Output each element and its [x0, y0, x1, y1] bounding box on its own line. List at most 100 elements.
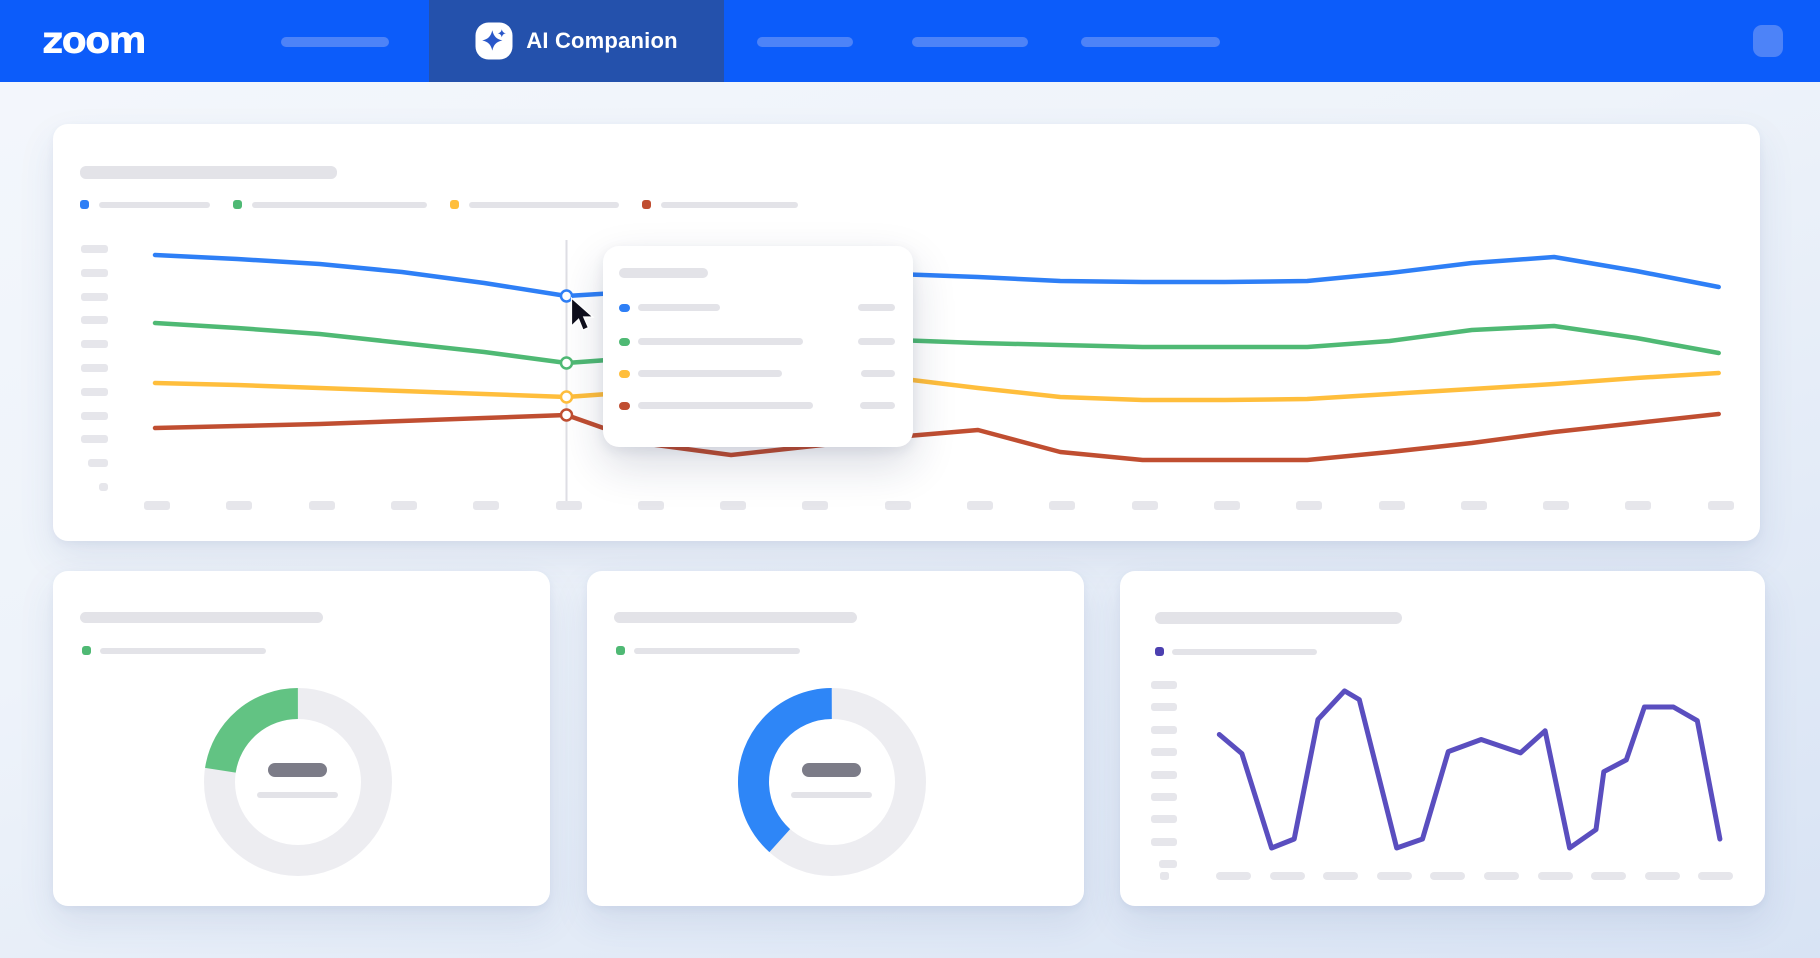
x-axis-tick [1625, 501, 1652, 510]
y-axis-tick [1151, 681, 1177, 689]
y-axis-tick [81, 387, 108, 396]
x-axis-tick [1460, 501, 1487, 510]
avatar[interactable] [1753, 25, 1783, 57]
line-chart-plot[interactable] [140, 235, 1740, 515]
card-title-placeholder [80, 612, 323, 623]
nav-item-placeholder-4[interactable] [1081, 37, 1220, 47]
x-axis-tick [1049, 501, 1076, 510]
x-axis-tick [967, 501, 993, 510]
y-axis-tick [1151, 725, 1177, 734]
x-axis-tick [226, 501, 253, 510]
series-red-hover-point [559, 408, 574, 422]
tooltip-row [603, 398, 913, 414]
x-axis-tick [1216, 872, 1251, 880]
x-axis-tick [1543, 501, 1570, 510]
y-axis-tick [99, 483, 108, 491]
x-axis-tick [1213, 501, 1240, 510]
x-axis-tick [1698, 872, 1734, 880]
tooltip-row [603, 300, 913, 316]
x-axis-tick [1131, 501, 1158, 510]
series-red-line [152, 411, 1721, 463]
tooltip-label-placeholder [638, 338, 803, 345]
tooltip-value-placeholder [858, 304, 895, 311]
x-axis-tick [144, 501, 170, 510]
x-axis-tick [1296, 501, 1323, 510]
legend-label-placeholder [252, 201, 427, 208]
tooltip-title-placeholder [619, 268, 708, 278]
series-green-line [152, 320, 1721, 366]
tooltip-row [603, 334, 913, 350]
x-axis-tick [1376, 872, 1412, 880]
activity-line-card [1120, 571, 1765, 906]
y-axis-tick [1159, 860, 1177, 868]
legend-label-placeholder [661, 201, 798, 208]
chart-tooltip [603, 246, 913, 447]
legend-swatch-series-red [642, 200, 651, 209]
zoom-logo[interactable]: zoom [42, 19, 147, 62]
nav-item-placeholder-2[interactable] [757, 37, 853, 47]
tooltip-series-swatch [619, 304, 630, 312]
legend-label-placeholder [100, 648, 266, 654]
tab-ai-companion[interactable]: AI Companion [429, 0, 724, 82]
tooltip-value-placeholder [858, 338, 895, 345]
engagement-chart-card [53, 124, 1760, 541]
donut-center-value-placeholder [268, 763, 327, 777]
tooltip-value-placeholder [861, 370, 895, 377]
tooltip-label-placeholder [638, 304, 720, 311]
legend-swatch-series-green [233, 200, 242, 209]
ai-sparkle-icon [475, 22, 513, 60]
x-axis-tick [1269, 872, 1305, 880]
card-title-placeholder [1155, 612, 1402, 624]
donut-center-label-placeholder [257, 792, 338, 798]
nav-item-placeholder-1[interactable] [281, 37, 389, 47]
series-blue-line [152, 252, 1721, 299]
x-axis-tick [1707, 501, 1734, 510]
top-nav-bar: zoom AI Companion [0, 0, 1820, 82]
tooltip-series-swatch [619, 370, 630, 378]
series-blue-hover-point [559, 289, 574, 303]
x-axis-tick [720, 501, 747, 510]
y-axis-tick [81, 435, 108, 444]
x-axis-tick [1644, 872, 1680, 880]
x-axis-tick [1591, 872, 1627, 880]
y-axis-tick [1151, 703, 1177, 712]
tooltip-row [603, 366, 913, 382]
series-green-hover-point [559, 356, 574, 370]
donut-card-blue [587, 571, 1084, 906]
card-title-placeholder [80, 166, 337, 179]
x-axis-tick [555, 501, 582, 510]
mouse-cursor-icon [570, 297, 595, 331]
y-axis-tick [81, 364, 108, 372]
y-axis-tick [1151, 815, 1177, 824]
x-axis-tick [1160, 872, 1169, 880]
y-axis-tick [81, 245, 108, 253]
tooltip-series-swatch [619, 338, 630, 346]
legend-swatch-series-blue [80, 200, 89, 209]
legend-swatch [1155, 647, 1164, 656]
y-axis-tick [1151, 770, 1177, 779]
y-axis-tick [1151, 748, 1177, 757]
legend-swatch-series-yellow [450, 200, 459, 209]
x-axis-tick [1378, 501, 1405, 510]
tooltip-label-placeholder [638, 370, 782, 377]
y-axis-tick [81, 316, 108, 325]
nav-item-placeholder-3[interactable] [912, 37, 1028, 47]
series-yellow-hover-point [559, 390, 574, 404]
x-axis-tick [308, 501, 335, 510]
series-yellow-line [152, 370, 1721, 403]
donut-center-label-placeholder [791, 792, 872, 798]
y-axis-tick [81, 411, 108, 420]
donut-chart-green [204, 687, 392, 876]
x-axis-tick [473, 501, 500, 510]
legend-label-placeholder [634, 648, 800, 654]
donut-chart-blue [738, 688, 926, 876]
x-axis-tick [802, 501, 829, 510]
tooltip-series-swatch [619, 402, 630, 410]
x-axis-tick [637, 501, 664, 510]
legend-swatch [82, 646, 91, 655]
legend-label-placeholder [99, 201, 210, 208]
x-axis-tick [1323, 872, 1359, 880]
legend-label-placeholder [469, 201, 619, 208]
tooltip-value-placeholder [860, 402, 895, 409]
